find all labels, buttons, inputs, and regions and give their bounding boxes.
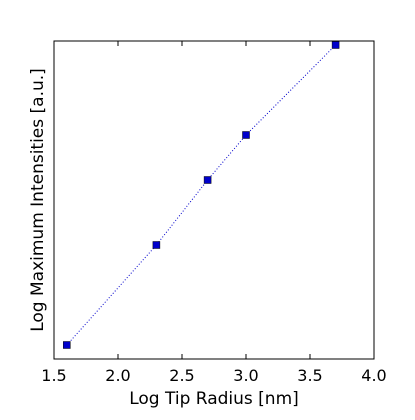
data-point-marker xyxy=(152,241,161,249)
x-tick-label: 2.5 xyxy=(169,366,194,385)
x-tick-label: 4.0 xyxy=(361,366,386,385)
x-tick-label: 1.5 xyxy=(41,366,66,385)
x-tick-label: 3.5 xyxy=(297,366,322,385)
series-line xyxy=(66,44,336,346)
x-tick-label: 2.0 xyxy=(105,366,130,385)
series-points xyxy=(63,41,340,349)
plot-area-frame xyxy=(53,40,375,360)
x-tick-label: 3.0 xyxy=(233,366,258,385)
x-axis-tick-labels: 1.5 2.0 2.5 3.0 3.5 4.0 xyxy=(41,366,386,385)
data-point-marker xyxy=(63,341,71,349)
data-point-marker xyxy=(331,41,340,49)
data-point-marker xyxy=(242,131,250,139)
y-axis-label: Log Maximum Intensities [a.u.] xyxy=(28,68,48,332)
x-axis-label: Log Tip Radius [nm] xyxy=(129,389,299,409)
data-point-marker xyxy=(203,176,212,184)
x-axis-ticks xyxy=(53,41,375,359)
